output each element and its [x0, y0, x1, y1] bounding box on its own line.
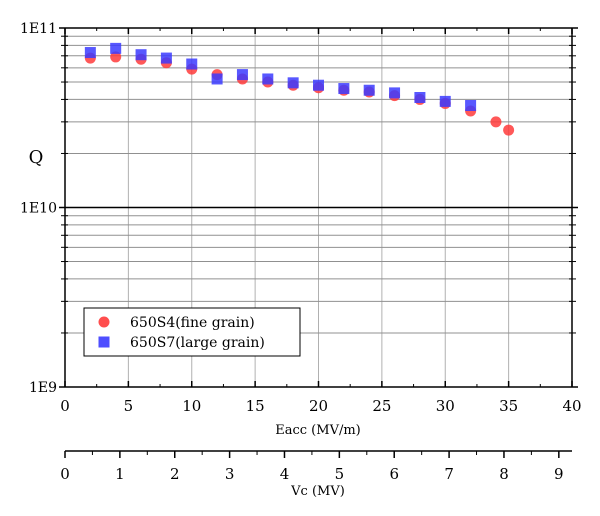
secondary-x-tick-label: 0	[60, 465, 70, 483]
x-tick-label: 35	[499, 397, 518, 415]
data-point-series-2	[236, 69, 248, 81]
data-point-series-2	[160, 52, 172, 64]
x-tick-label: 40	[562, 397, 581, 415]
legend: 650S4(fine grain) 650S7(large grain)	[83, 307, 301, 357]
data-point-series-2	[313, 79, 324, 91]
x-tick-label: 15	[246, 397, 265, 415]
data-point-series-1	[110, 51, 122, 63]
x-tick-label: 0	[60, 397, 70, 415]
data-point-series-2	[84, 47, 96, 59]
data-point-series-1	[503, 124, 515, 136]
y-tick-label: 1E11	[20, 21, 57, 37]
data-point-series-2	[287, 77, 299, 89]
axes: 0 5 10 15 20 25 30 35 40 1E9 1E10 1E11 0 1 2 3 4 5 6 7 8 9	[20, 21, 582, 483]
y-tick-label: 1E10	[20, 201, 57, 217]
x-tick-label: 10	[182, 397, 201, 415]
data-point-series-2	[135, 49, 147, 61]
secondary-x-tick-label: 7	[444, 465, 454, 483]
secondary-x-tick-label: 2	[170, 465, 180, 483]
secondary-x-axis-label: Vc (MV)	[290, 484, 345, 499]
data-point-series-2	[389, 87, 401, 99]
data-point-series-2	[439, 95, 451, 107]
secondary-x-tick-label: 9	[554, 465, 564, 483]
legend-box	[83, 307, 301, 357]
secondary-x-tick-label: 5	[335, 465, 345, 483]
secondary-x-tick-label: 8	[499, 465, 509, 483]
grid	[65, 28, 572, 387]
x-tick-label: 5	[124, 397, 134, 415]
data-point-series-2	[338, 83, 350, 95]
secondary-x-tick-label: 6	[389, 465, 399, 483]
x-tick-label: 30	[436, 397, 455, 415]
x-tick-label: 20	[309, 397, 328, 415]
data-point-series-2	[465, 100, 477, 112]
x-tick-label: 25	[372, 397, 391, 415]
y-tick-label: 1E9	[29, 380, 57, 396]
data-point-series-2	[414, 92, 426, 104]
data-point-series-2	[363, 84, 375, 96]
secondary-x-tick-label: 4	[280, 465, 290, 483]
legend-label-series-1: 650S4(fine grain)	[130, 315, 255, 331]
secondary-x-tick-label: 3	[225, 465, 235, 483]
data-point-series-2	[186, 58, 198, 70]
legend-marker-series-1	[98, 316, 110, 328]
data-marks	[84, 42, 515, 136]
data-point-series-1	[490, 116, 502, 128]
data-point-series-2	[211, 73, 223, 85]
data-point-series-2	[110, 42, 122, 54]
x-axis-label: Eacc (MV/m)	[275, 423, 360, 438]
legend-marker-series-2	[98, 336, 110, 348]
legend-label-series-2: 650S7(large grain)	[130, 335, 265, 351]
y-axis-label: Q	[29, 147, 44, 168]
secondary-x-tick-label: 1	[115, 465, 125, 483]
data-point-series-2	[262, 73, 274, 85]
